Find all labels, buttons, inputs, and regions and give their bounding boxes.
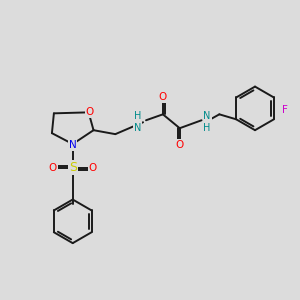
Text: O: O [159,92,167,103]
Text: S: S [69,161,77,174]
Text: H
N: H N [134,112,141,133]
Text: O: O [85,107,94,117]
Text: F: F [282,105,288,116]
Text: O: O [176,140,184,150]
Text: N
H: N H [203,112,211,133]
Text: O: O [88,163,97,173]
Text: N: N [69,140,76,150]
Text: O: O [49,163,57,173]
